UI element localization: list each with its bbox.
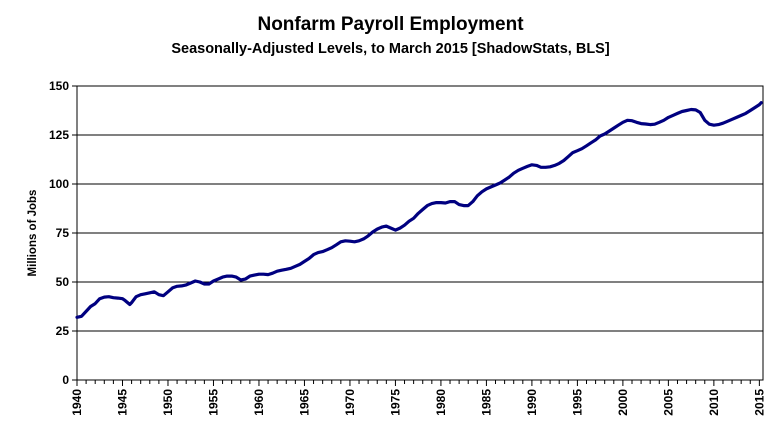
y-tick-label: 0 bbox=[62, 373, 69, 387]
x-tick-label: 1960 bbox=[252, 389, 266, 416]
y-tick-label: 125 bbox=[49, 128, 69, 142]
y-tick-label: 150 bbox=[49, 79, 69, 93]
y-axis-title: Millions of Jobs bbox=[27, 190, 39, 277]
chart-subtitle: Seasonally-Adjusted Levels, to March 201… bbox=[171, 41, 610, 57]
y-tick-label: 50 bbox=[56, 275, 70, 289]
x-tick-label: 1975 bbox=[388, 389, 402, 416]
x-tick-label: 1980 bbox=[434, 389, 448, 416]
x-axis: 1940 1945 1950 1955 1960 1965 1970 1975 1980 1985… bbox=[70, 380, 766, 416]
chart-title: Nonfarm Payroll Employment bbox=[257, 14, 524, 35]
x-tick-label: 1970 bbox=[343, 389, 357, 416]
x-tick-label: 2005 bbox=[661, 389, 675, 416]
x-tick-label: 1940 bbox=[70, 389, 84, 416]
x-tick-label: 2000 bbox=[616, 389, 630, 416]
y-axis: 0 25 50 75 100 125 150 bbox=[49, 79, 77, 387]
y-tick-label: 75 bbox=[56, 226, 70, 240]
x-tick-label: 1985 bbox=[479, 389, 493, 416]
x-tick-label: 2010 bbox=[707, 389, 721, 416]
x-tick-label: 1955 bbox=[206, 389, 220, 416]
grid-lines bbox=[77, 134, 763, 332]
x-tick-label: 1945 bbox=[115, 389, 129, 416]
x-tick-label: 2015 bbox=[752, 389, 766, 416]
x-tick-label: 1995 bbox=[570, 389, 584, 416]
series-group bbox=[75, 101, 763, 319]
y-tick-label: 100 bbox=[49, 177, 69, 191]
x-tick-label: 1950 bbox=[161, 389, 175, 416]
series-line-0 bbox=[75, 101, 763, 319]
y-tick-label: 25 bbox=[56, 324, 70, 338]
x-tick-label: 1965 bbox=[297, 389, 311, 416]
x-tick-label: 1990 bbox=[525, 389, 539, 416]
